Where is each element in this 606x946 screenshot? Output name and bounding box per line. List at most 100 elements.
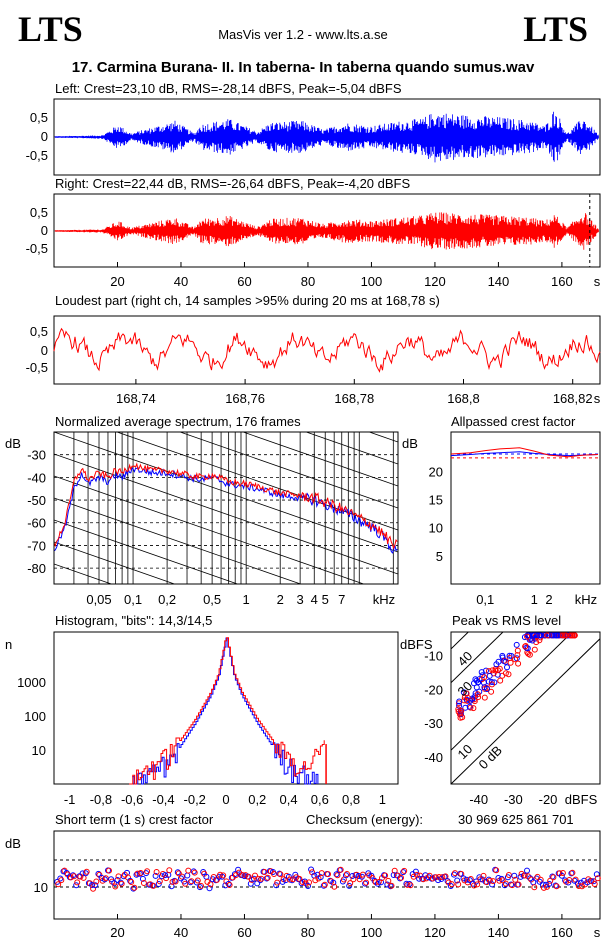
st-point-right [480, 872, 487, 879]
spec-ytick-3: -60 [27, 516, 46, 531]
left-ytick-2: -0,5 [26, 148, 48, 163]
histogram-title: Histogram, "bits": 14,3/14,5 [55, 613, 213, 628]
st-point-left [257, 877, 264, 884]
loud-xtick-2: 168,78 [334, 391, 374, 406]
right-xtick-3: 80 [301, 274, 315, 289]
st-point-right [410, 873, 417, 880]
st-point-left [552, 882, 559, 889]
st-point-right [439, 874, 446, 881]
st-point-left [308, 866, 315, 873]
app-title: MasVis ver 1.2 - www.lts.a.se [218, 27, 388, 42]
pr-point [489, 681, 495, 688]
st-point-left [444, 878, 451, 885]
st-point-right [156, 878, 163, 885]
st-point-left [317, 874, 324, 881]
st-point-right [442, 873, 449, 880]
hist-xtick-5: 0 [222, 792, 229, 807]
hist-ytick-0: 1000 [17, 675, 46, 690]
st-point-right [359, 871, 366, 878]
st-xtick-4: 100 [361, 925, 383, 940]
pr-point [507, 659, 514, 666]
pr-point [506, 652, 513, 659]
spec-diag-10 [178, 432, 398, 509]
st-point-right [344, 871, 350, 877]
loud-xtick-1: 168,76 [225, 391, 265, 406]
loudest-part-trace [53, 327, 601, 373]
st-point-right [198, 882, 204, 889]
spec-diag-8 [305, 432, 398, 465]
st-point-left [574, 880, 581, 887]
hist-xtick-4: -0,2 [184, 792, 206, 807]
pr-ytick-3: -40 [424, 750, 443, 765]
spec-diag-17 [54, 541, 176, 584]
right-ytick-1: 0 [41, 223, 48, 238]
pr-ylabel: dBFS [400, 637, 433, 652]
st-point-left [251, 875, 257, 882]
pr-point [555, 632, 562, 639]
pr-point [533, 639, 540, 646]
pr-xticks: -40 -30 -20 [469, 792, 557, 807]
st-point-left [390, 872, 397, 878]
st-xtick-1: 40 [174, 925, 188, 940]
loudest-part-frame [53, 315, 601, 385]
spec-ytick-5: -80 [27, 561, 46, 576]
spec-diag-3 [54, 234, 398, 354]
spec-diag-22 [54, 652, 398, 772]
st-point-right [375, 879, 382, 885]
st-point-left [498, 875, 505, 882]
st-point-left [463, 876, 470, 883]
st-point-left [130, 885, 137, 892]
st-point-right [106, 867, 112, 874]
st-point-left [206, 885, 213, 892]
hist-ytick-2: 10 [32, 743, 46, 758]
st-point-right [490, 878, 497, 885]
st-point-right [553, 883, 560, 890]
st-point-left [276, 870, 283, 877]
loudest-part-title: Loudest part (right ch, 14 samples >95% … [55, 293, 440, 308]
right-waveform-trace [54, 212, 599, 250]
st-point-left [333, 871, 340, 878]
left-channel-stats: Left: Crest=23,10 dB, RMS=-28,14 dBFS, P… [55, 81, 402, 96]
checksum-value: 30 969 625 861 701 [458, 812, 574, 827]
spec-ytick-0: -30 [27, 448, 46, 463]
st-point-right [175, 870, 182, 877]
st-point-left [593, 871, 600, 878]
spec-diag-16 [54, 519, 239, 584]
st-point-right [347, 880, 354, 887]
st-point-left [89, 882, 96, 888]
left-waveform-frame [53, 98, 601, 176]
crest-xticks: 0,1 1 2 [476, 592, 552, 607]
loudest-part-chart: 0,5 0 -0,5 168,74 168,76 168,78 168,8 168,82… [26, 315, 601, 406]
st-xtick-5: 120 [424, 925, 446, 940]
st-point-right [207, 881, 214, 888]
histogram-lines [129, 637, 327, 785]
crest-factor-title: Allpassed crest factor [451, 414, 576, 429]
pr-diag-label-3: 0 dB [476, 743, 506, 773]
st-point-right [452, 870, 458, 877]
st-point-right [550, 874, 557, 881]
st-point-right [252, 872, 258, 879]
st-point-right [55, 881, 62, 888]
st-point-left [285, 873, 292, 880]
loud-xunit: s [594, 391, 601, 406]
loud-ytick-0: 0,5 [30, 324, 48, 339]
pr-point [536, 632, 543, 639]
pr-point [478, 669, 485, 676]
crest-xtick-1: 1 [531, 592, 538, 607]
st-point-right [337, 866, 344, 873]
spec-diag-21 [54, 630, 398, 750]
pr-point [561, 632, 568, 639]
st-point-right [188, 878, 195, 885]
left-ytick-0: 0,5 [30, 110, 48, 125]
spectrum-frame [53, 431, 399, 585]
loud-xtick-3: 168,8 [447, 391, 480, 406]
st-point-left [162, 872, 169, 879]
spec-xtick-6: 3 [297, 592, 304, 607]
st-point-right [493, 867, 500, 874]
crest-series-1 [450, 447, 599, 458]
st-point-right [591, 881, 598, 887]
pr-point [493, 661, 500, 668]
st-point-right [388, 882, 395, 889]
st-point-right [194, 877, 201, 884]
st-point-left [222, 882, 229, 889]
